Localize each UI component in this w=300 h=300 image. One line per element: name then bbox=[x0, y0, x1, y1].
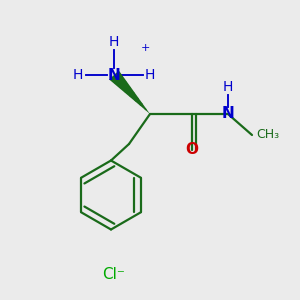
Text: H: H bbox=[73, 68, 83, 82]
Text: H: H bbox=[145, 68, 155, 82]
Text: H: H bbox=[109, 35, 119, 49]
Text: H: H bbox=[223, 80, 233, 94]
Text: CH₃: CH₃ bbox=[256, 128, 280, 142]
Text: N: N bbox=[108, 68, 120, 82]
Text: N: N bbox=[222, 106, 234, 122]
Text: +: + bbox=[141, 43, 150, 53]
Text: Cl⁻: Cl⁻ bbox=[103, 267, 125, 282]
Polygon shape bbox=[109, 70, 150, 114]
Text: O: O bbox=[185, 142, 199, 158]
